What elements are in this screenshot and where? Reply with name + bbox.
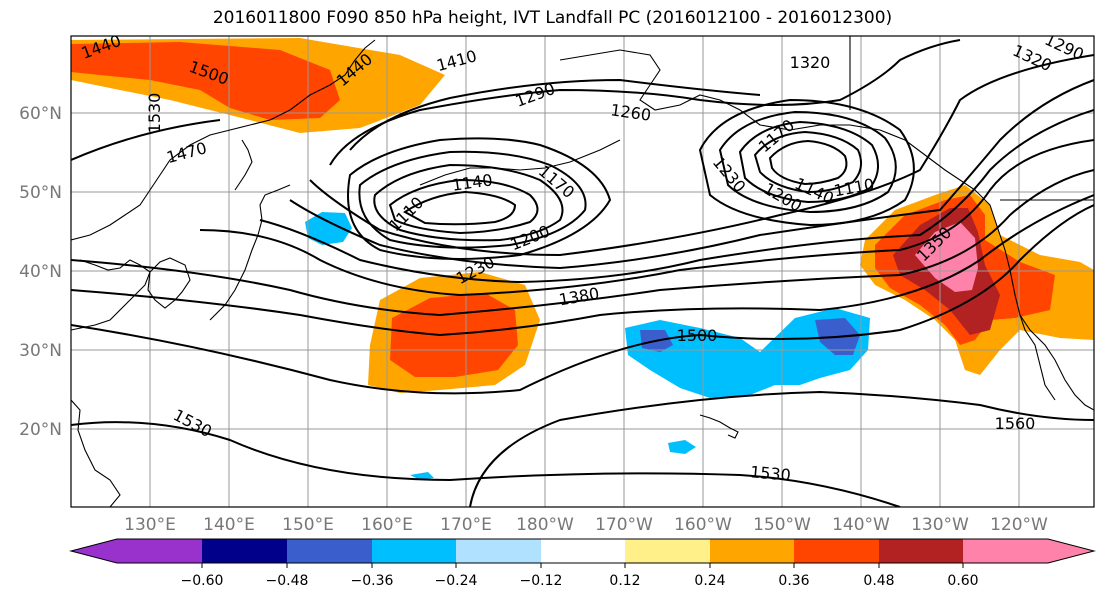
lon-label: 120°W — [990, 515, 1048, 535]
lon-label: 170°E — [440, 515, 492, 535]
colorbar-tick-label: 0.24 — [694, 573, 725, 589]
shaded-regions — [71, 38, 1094, 480]
colorbar-segment — [71, 539, 202, 563]
contour-1200-west — [358, 150, 587, 249]
colorbar-segment — [879, 539, 963, 563]
colorbar-tick-label: 0.12 — [609, 573, 640, 589]
lat-label: 60°N — [19, 104, 62, 124]
contour-1530-west — [71, 119, 221, 161]
coast-hawaii — [699, 414, 739, 439]
negative-anomaly-small — [410, 472, 434, 480]
lon-label: 140°W — [832, 515, 890, 535]
colorbar-tick-label: 0.36 — [778, 573, 809, 589]
contour-1350 — [289, 79, 1094, 270]
contour-label: 1530 — [145, 93, 164, 134]
contour-label: 1320 — [790, 53, 831, 72]
colorbar-segment — [541, 539, 625, 563]
colorbar-tick-label: −0.24 — [435, 573, 478, 589]
lon-label: 170°W — [595, 515, 653, 535]
contour-label: 1500 — [677, 326, 718, 345]
lon-label: 130°E — [124, 515, 176, 535]
colorbar-segment — [963, 539, 1094, 563]
lon-label: 150°E — [282, 515, 334, 535]
colorbar-tick-label: 0.48 — [863, 573, 894, 589]
contour-label: 1560 — [995, 414, 1036, 433]
contour-1470 — [71, 194, 1094, 337]
colorbar-segment — [202, 539, 287, 563]
contour-1440 — [71, 169, 1094, 317]
coast-aleutians — [419, 139, 621, 186]
colorbar-outline — [69, 538, 1096, 564]
coast-alaska — [559, 49, 996, 221]
contour-1110-east — [768, 139, 848, 186]
contour-1170-west — [373, 163, 564, 242]
lon-label: 180°W — [516, 515, 574, 535]
contour-label: 1530 — [749, 462, 791, 484]
lat-label: 50°N — [19, 183, 62, 203]
contour-1410 — [199, 139, 1094, 297]
lon-label: 150°W — [753, 515, 811, 535]
contour-1320 — [309, 54, 1094, 257]
colorbar-tick-label: −0.60 — [181, 573, 224, 589]
contour-1380 — [259, 109, 1094, 284]
colorbar-segment — [625, 539, 710, 563]
colorbar-tick-label: −0.48 — [266, 573, 309, 589]
colorbar-tick-labels: −0.60 −0.48 −0.36 −0.24 −0.12 0.12 0.24 … — [181, 573, 979, 589]
contour-1230-west — [347, 137, 612, 260]
colorbar-segment — [456, 539, 541, 563]
contour-1560 — [469, 390, 1094, 507]
negative-anomaly-central-east — [625, 308, 870, 398]
lon-label: 130°W — [911, 515, 969, 535]
contour-1170-east — [738, 120, 879, 204]
colorbar-segment — [372, 539, 456, 563]
contour-1530-south — [71, 421, 901, 507]
colorbar-segment — [710, 539, 794, 563]
colorbar-segment — [287, 539, 372, 563]
negative-anomaly-japan — [305, 212, 352, 245]
contour-1140-west — [388, 178, 539, 235]
colorbar-tick-label: −0.12 — [520, 573, 563, 589]
contour-1260 — [349, 78, 761, 151]
coast-border — [849, 36, 1094, 201]
colorbar-ticks — [201, 563, 964, 568]
map-frame — [70, 35, 1095, 508]
coast-na-west — [994, 219, 1094, 411]
lon-label: 160°E — [361, 515, 413, 535]
contour-1230-east — [698, 98, 915, 227]
latitude-labels: 60°N 50°N 40°N 30°N 20°N — [19, 104, 62, 440]
lon-label: 140°E — [203, 515, 255, 535]
colorbar: −0.60 −0.48 −0.36 −0.24 −0.12 0.12 0.24 … — [69, 538, 1096, 589]
colorbar-tick-label: 0.60 — [947, 573, 978, 589]
contour-1290 — [329, 39, 961, 166]
contour-1110-west — [403, 190, 517, 226]
lat-label: 20°N — [19, 420, 62, 440]
negative-anomaly-hawaii — [668, 440, 696, 454]
lon-label: 160°W — [674, 515, 732, 535]
strong-positive-nw — [71, 42, 340, 120]
coast-kamchatka — [269, 39, 376, 121]
longitude-labels: 130°E 140°E 150°E 160°E 170°E 180°W 170°… — [124, 515, 1048, 535]
map-title: 2016011800 F090 850 hPa height, IVT Land… — [212, 8, 893, 28]
contour-1200-east — [718, 110, 897, 214]
coast-baja — [1019, 314, 1056, 401]
map-area: 1440 1500 1530 1470 1440 1410 1320 1290 … — [71, 36, 1094, 507]
colorbar-segment — [794, 539, 879, 563]
contour-1140-east — [753, 130, 863, 194]
lat-label: 40°N — [19, 262, 62, 282]
contour-1500 — [71, 204, 1094, 395]
graticule — [71, 36, 1094, 507]
colorbar-tick-label: −0.36 — [351, 573, 394, 589]
colorbar-segments — [71, 539, 1094, 563]
height-contours — [71, 39, 1094, 507]
lat-label: 30°N — [19, 341, 62, 361]
